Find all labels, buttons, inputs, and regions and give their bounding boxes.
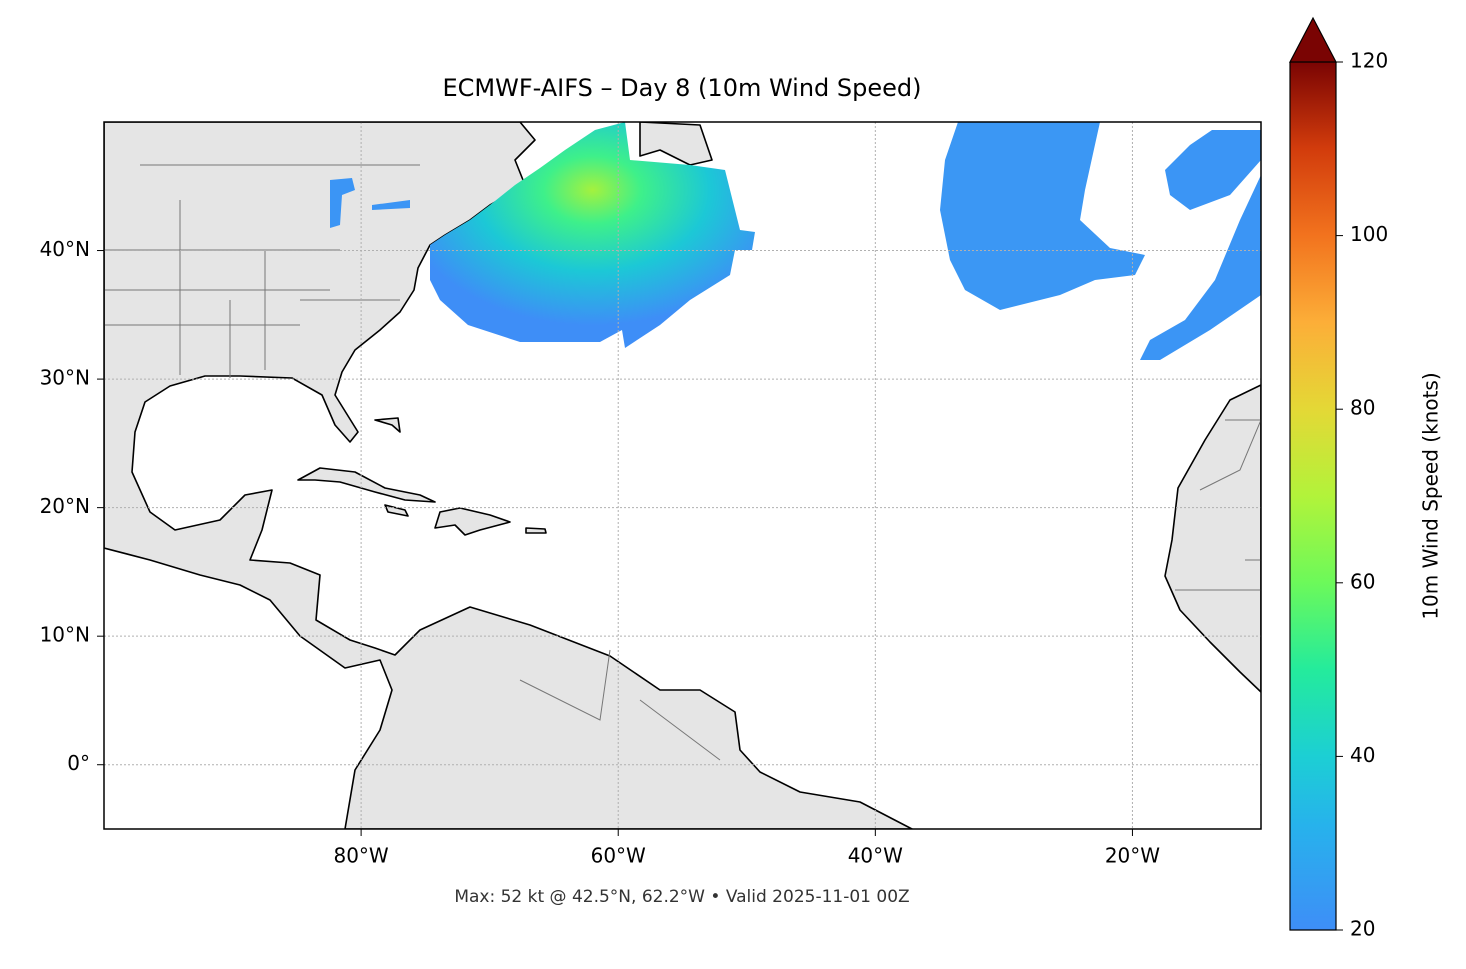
colorbar-tick-label: 20 <box>1350 917 1375 941</box>
wind-area <box>1140 130 1261 360</box>
colorbar: 10m Wind Speed (knots) 20 40 60 80 100 120 <box>1289 16 1443 941</box>
land <box>525 527 547 534</box>
y-tick-label: 10°N <box>40 623 90 647</box>
map-area <box>104 122 1261 829</box>
x-tick-label: 20°W <box>1105 844 1160 868</box>
land <box>434 507 511 536</box>
colorbar-tick-label: 100 <box>1350 222 1388 246</box>
footnote: Max: 52 kt @ 42.5°N, 62.2°W • Valid 2025… <box>454 887 909 907</box>
axes-frame <box>103 121 1262 830</box>
colorbar-extend <box>1289 16 1337 63</box>
y-tick-label: 40°N <box>40 237 90 261</box>
colorbar-tick-label: 80 <box>1350 396 1375 420</box>
land <box>104 122 913 829</box>
colorbar-frame <box>1289 62 1337 931</box>
chart-title: ECMWF-AIFS – Day 8 (10m Wind Speed) <box>442 74 921 102</box>
land <box>384 504 409 517</box>
wind-area <box>330 178 410 228</box>
land <box>1164 384 1261 693</box>
x-tick-label: 40°W <box>848 844 903 868</box>
y-tick-label: 30°N <box>40 366 90 390</box>
colorbar-tick-label: 40 <box>1350 743 1375 767</box>
wind-area <box>940 122 1145 310</box>
x-tick-label: 80°W <box>333 844 388 868</box>
y-tick-label: 20°N <box>40 494 90 518</box>
colorbar-label: 10m Wind Speed (knots) <box>1419 372 1443 619</box>
land <box>297 467 436 503</box>
land <box>639 122 713 166</box>
colorbar-fill <box>1290 62 1336 930</box>
colorbar-tick-label: 60 <box>1350 569 1375 593</box>
x-tick-label: 60°W <box>591 844 646 868</box>
colorbar-tick-label: 120 <box>1350 49 1388 73</box>
land <box>374 417 401 433</box>
border <box>104 164 1261 761</box>
y-tick-label: 0° <box>67 751 90 775</box>
wind-area <box>430 122 755 348</box>
